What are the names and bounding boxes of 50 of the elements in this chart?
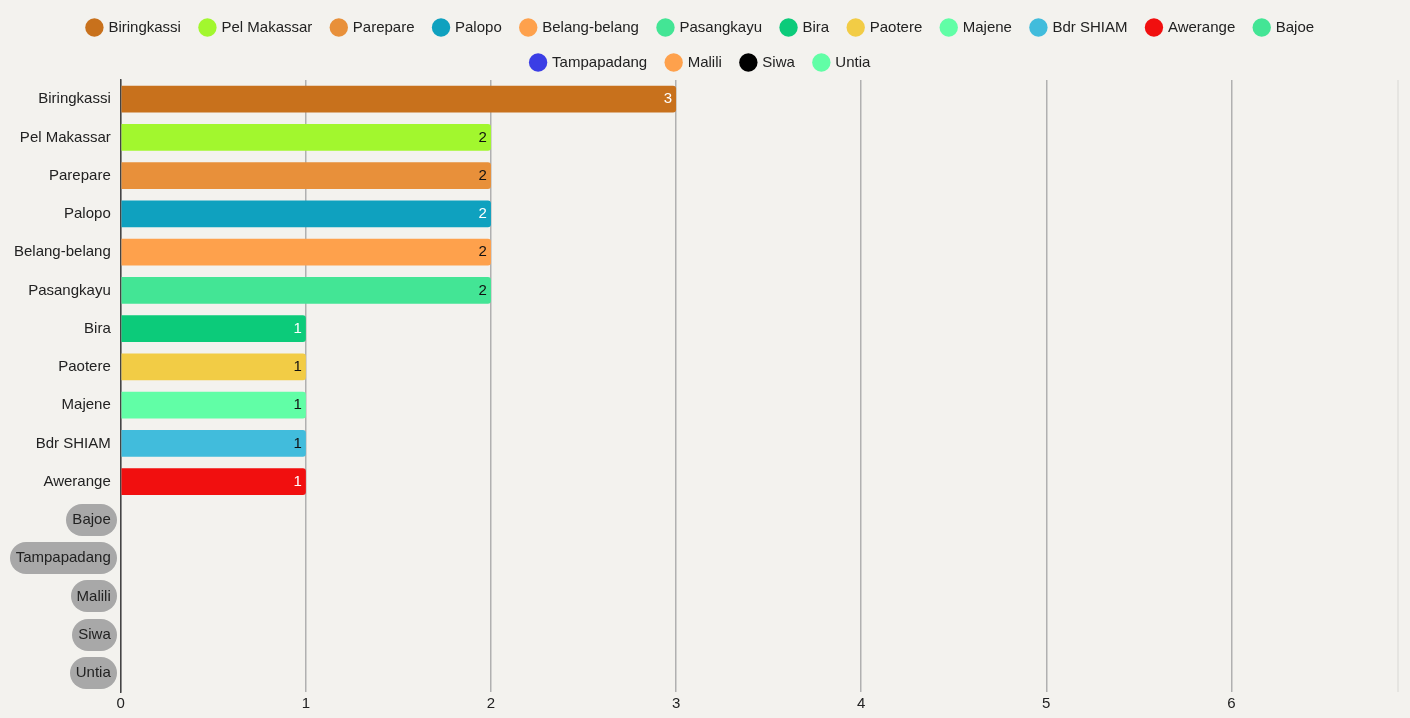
y-tick-label: Untia [75, 663, 112, 681]
legend-label: Untia [835, 52, 872, 70]
legend-label: Pasangkayu [679, 17, 763, 35]
x-tick-label: 3 [671, 694, 681, 712]
legend-label: Bajoe [1275, 17, 1315, 35]
data-label: 2 [478, 204, 487, 222]
legend-label: Siwa [762, 52, 796, 70]
y-tick-label: Pel Makassar [19, 127, 111, 145]
y-tick-label: Bajoe [72, 510, 111, 528]
y-tick-label: Tampapadang [15, 548, 111, 566]
data-label: 3 [663, 89, 673, 107]
legend-label: Tampapadang [552, 52, 648, 70]
data-label: 1 [293, 471, 302, 489]
legend-label: Palopo [455, 17, 502, 35]
x-tick-label: 5 [1042, 694, 1051, 712]
data-label: 1 [293, 433, 302, 451]
data-label: 1 [293, 318, 302, 336]
y-tick-label: Awerange [43, 471, 111, 489]
x-tick-label: 4 [857, 694, 866, 712]
y-tick-label: Paotere [58, 357, 111, 375]
y-tick-label: Palopo [64, 204, 111, 222]
y-tick-label: Pasangkayu [28, 280, 111, 298]
y-tick-label: Belang-belang [14, 242, 111, 260]
legend-label: Belang-belang [542, 17, 639, 35]
data-label: 2 [478, 280, 487, 298]
legend-label: Parepare [352, 17, 415, 35]
x-tick-label: 1 [301, 694, 311, 712]
legend-label: Majene [962, 17, 1012, 35]
legend-label: Bira [802, 17, 830, 35]
y-tick-label: Majene [61, 395, 111, 413]
data-label: 1 [293, 357, 302, 375]
y-tick-label: Bira [84, 318, 112, 336]
x-tick-label: 0 [116, 694, 125, 712]
legend-label: Bdr SHIAM [1052, 17, 1128, 35]
legend-label: Pel Makassar [221, 17, 313, 35]
legend-label: Biringkassi [108, 17, 181, 35]
y-tick-label: Biringkassi [38, 89, 111, 107]
legend-label: Awerange [1167, 17, 1236, 35]
y-tick-label: Parepare [49, 165, 111, 183]
x-tick-label: 6 [1227, 694, 1236, 712]
data-label: 2 [478, 242, 487, 260]
data-label: 1 [293, 395, 302, 413]
x-tick-label: 2 [486, 694, 496, 712]
legend-label: Paotere [869, 17, 923, 35]
data-label: 2 [478, 165, 487, 183]
y-tick-label: Malili [76, 586, 111, 604]
y-tick-label: Siwa [78, 624, 112, 642]
y-tick-label: Bdr SHIAM [35, 433, 111, 451]
legend-label: Malili [687, 52, 722, 70]
data-label: 2 [478, 127, 487, 145]
